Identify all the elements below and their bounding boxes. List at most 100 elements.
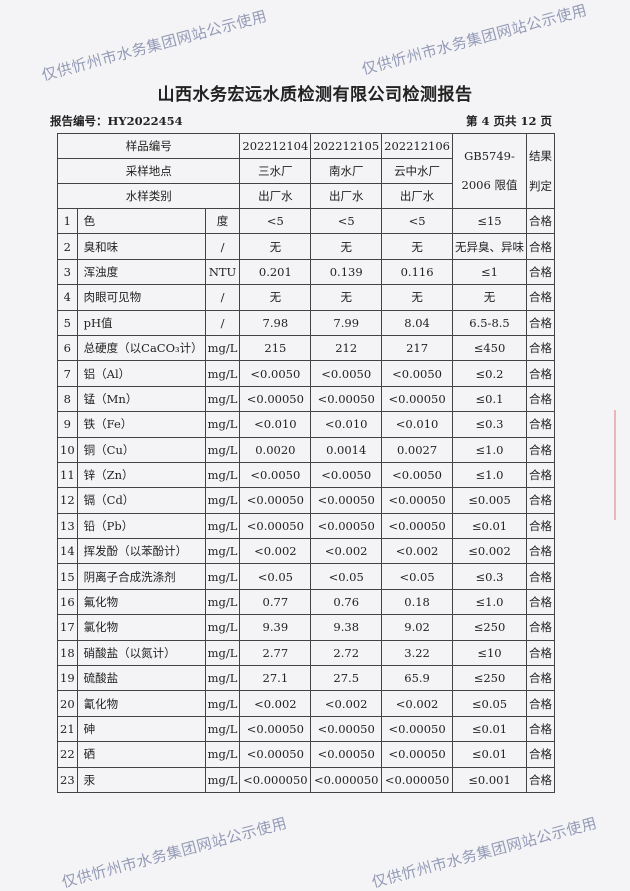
value: <0.010 (310, 411, 383, 438)
limit: ≤0.01 (452, 741, 527, 768)
unit: mg/L (204, 385, 241, 413)
limit: ≤10 (452, 639, 527, 667)
header-row-type: 水样类别 出厂水 出厂水 出厂水 (56, 183, 555, 209)
item-number: 16 (57, 588, 78, 616)
item-name: 浑浊度 (76, 258, 206, 286)
result: 合格 (526, 715, 555, 743)
item-number: 14 (57, 538, 78, 565)
item-name: 硝酸盐（以氮计） (76, 639, 206, 667)
table-row: 15 阴离子合成洗涤剂 mg/L <0.05 <0.05 <0.05 ≤0.3 合格 (57, 563, 555, 590)
item-number: 3 (57, 258, 78, 286)
item-number: 6 (57, 334, 78, 362)
value: <0.00050 (381, 741, 453, 768)
item-number: 4 (57, 284, 78, 311)
limit: ≤1.0 (452, 461, 527, 489)
limit: ≤0.001 (452, 766, 527, 793)
value: <0.002 (381, 690, 453, 717)
table-row: 19 硫酸盐 mg/L 27.1 27.5 65.9 ≤250 合格 (57, 665, 555, 692)
value: <0.0050 (239, 360, 312, 387)
item-number: 22 (57, 741, 78, 768)
item-number: 13 (57, 512, 78, 540)
unit: mg/L (204, 461, 241, 489)
value: 7.99 (310, 309, 383, 336)
value: 212 (310, 334, 383, 362)
value: <0.002 (239, 690, 312, 717)
limit-label-2: 2006 限值 (461, 178, 518, 192)
unit: mg/L (204, 411, 241, 438)
value: 无 (310, 284, 383, 311)
result: 合格 (526, 360, 555, 387)
value: 2.77 (239, 639, 312, 667)
type-label: 水样类别 (56, 183, 241, 209)
value: 7.98 (239, 309, 312, 336)
value: 9.38 (310, 614, 383, 641)
table-row: 8 锰（Mn） mg/L <0.00050 <0.00050 <0.00050 ≤0.1 合格 (57, 385, 555, 413)
value: 无 (381, 284, 453, 311)
value: <0.00050 (239, 715, 312, 743)
unit: NTU (204, 258, 241, 286)
item-name: 氯化物 (76, 614, 206, 641)
table-row: 5 pH值/7.98 7.99 8.04 6.5-8.5 合格 (57, 309, 555, 336)
results-table: 样品编号 202212104 202212105 202212106 GB574… (56, 133, 555, 793)
value: <0.00050 (310, 385, 383, 413)
value: <0.002 (310, 690, 383, 717)
value: 9.39 (239, 614, 312, 641)
result-label-1: 结果 (529, 149, 552, 163)
unit: mg/L (204, 614, 241, 641)
value: 0.0014 (310, 436, 383, 463)
result: 合格 (526, 766, 555, 793)
report-number: 报告编号：HY2022454 (50, 114, 183, 128)
value: <5 (239, 207, 312, 235)
table-row: 9 铁（Fe） mg/L <0.010 <0.010 <0.010 ≤0.3 合格 (57, 411, 555, 438)
water-type: 出厂水 (239, 183, 312, 209)
item-number: 12 (57, 487, 78, 514)
limit: ≤250 (452, 614, 527, 641)
table-row: 23 汞 mg/L <0.000050 <0.000050 <0.000050 ≤0.001… (57, 766, 555, 793)
item-name: 硒 (76, 741, 206, 768)
unit: mg/L (204, 766, 241, 793)
site: 云中水厂 (381, 158, 453, 184)
limit: ≤0.05 (452, 690, 527, 717)
unit: mg/L (204, 715, 241, 743)
value: <0.00050 (381, 512, 453, 540)
item-name: pH值 (76, 309, 206, 336)
table-row: 7 铝（Al） mg/L <0.0050 <0.0050 <0.0050 ≤0.2 合格 (57, 360, 555, 387)
result: 合格 (526, 741, 555, 768)
result: 合格 (526, 639, 555, 667)
limit: ≤1.0 (452, 588, 527, 616)
item-number: 17 (57, 614, 78, 641)
result: 合格 (526, 665, 555, 692)
value: <0.0050 (239, 461, 312, 489)
result: 合格 (526, 207, 555, 235)
watermark: 仅供忻州市水务集团网站公示使用 (39, 6, 269, 85)
value: 无 (381, 233, 453, 260)
table-row: 13 铅（Pb） mg/L <0.00050 <0.00050 <0.00050 ≤0.01… (57, 512, 555, 540)
table-row: 2 臭和味 / 无无无无异臭、异味 合格 (57, 233, 555, 260)
value: 215 (239, 334, 312, 362)
unit: mg/L (204, 741, 241, 768)
limit: ≤250 (452, 665, 527, 692)
item-number: 23 (57, 766, 78, 793)
item-name: 铝（Al） (76, 360, 206, 387)
value: 9.02 (381, 614, 453, 641)
item-number: 20 (57, 690, 78, 717)
value: 无 (239, 284, 312, 311)
limit: ≤0.002 (452, 538, 527, 565)
value: <0.00050 (310, 512, 383, 540)
value: 65.9 (381, 665, 453, 692)
unit: mg/L (204, 563, 241, 590)
item-name: 锌（Zn） (76, 461, 206, 489)
result: 合格 (526, 588, 555, 616)
value: <0.00050 (239, 741, 312, 768)
value: 8.04 (381, 309, 453, 336)
limit: 无异臭、异味 (452, 233, 527, 260)
item-name: 肉眼可见物 (76, 284, 206, 311)
item-name: 氟化物 (76, 588, 206, 616)
water-type: 出厂水 (381, 183, 453, 209)
limit-header: GB5749- 2006 限值 (452, 133, 527, 209)
watermark: 仅供忻州市水务集团网站公示使用 (59, 813, 289, 891)
red-stamp-edge (614, 410, 630, 520)
unit: mg/L (204, 334, 241, 362)
unit: mg/L (204, 512, 241, 540)
unit: / (204, 284, 241, 311)
